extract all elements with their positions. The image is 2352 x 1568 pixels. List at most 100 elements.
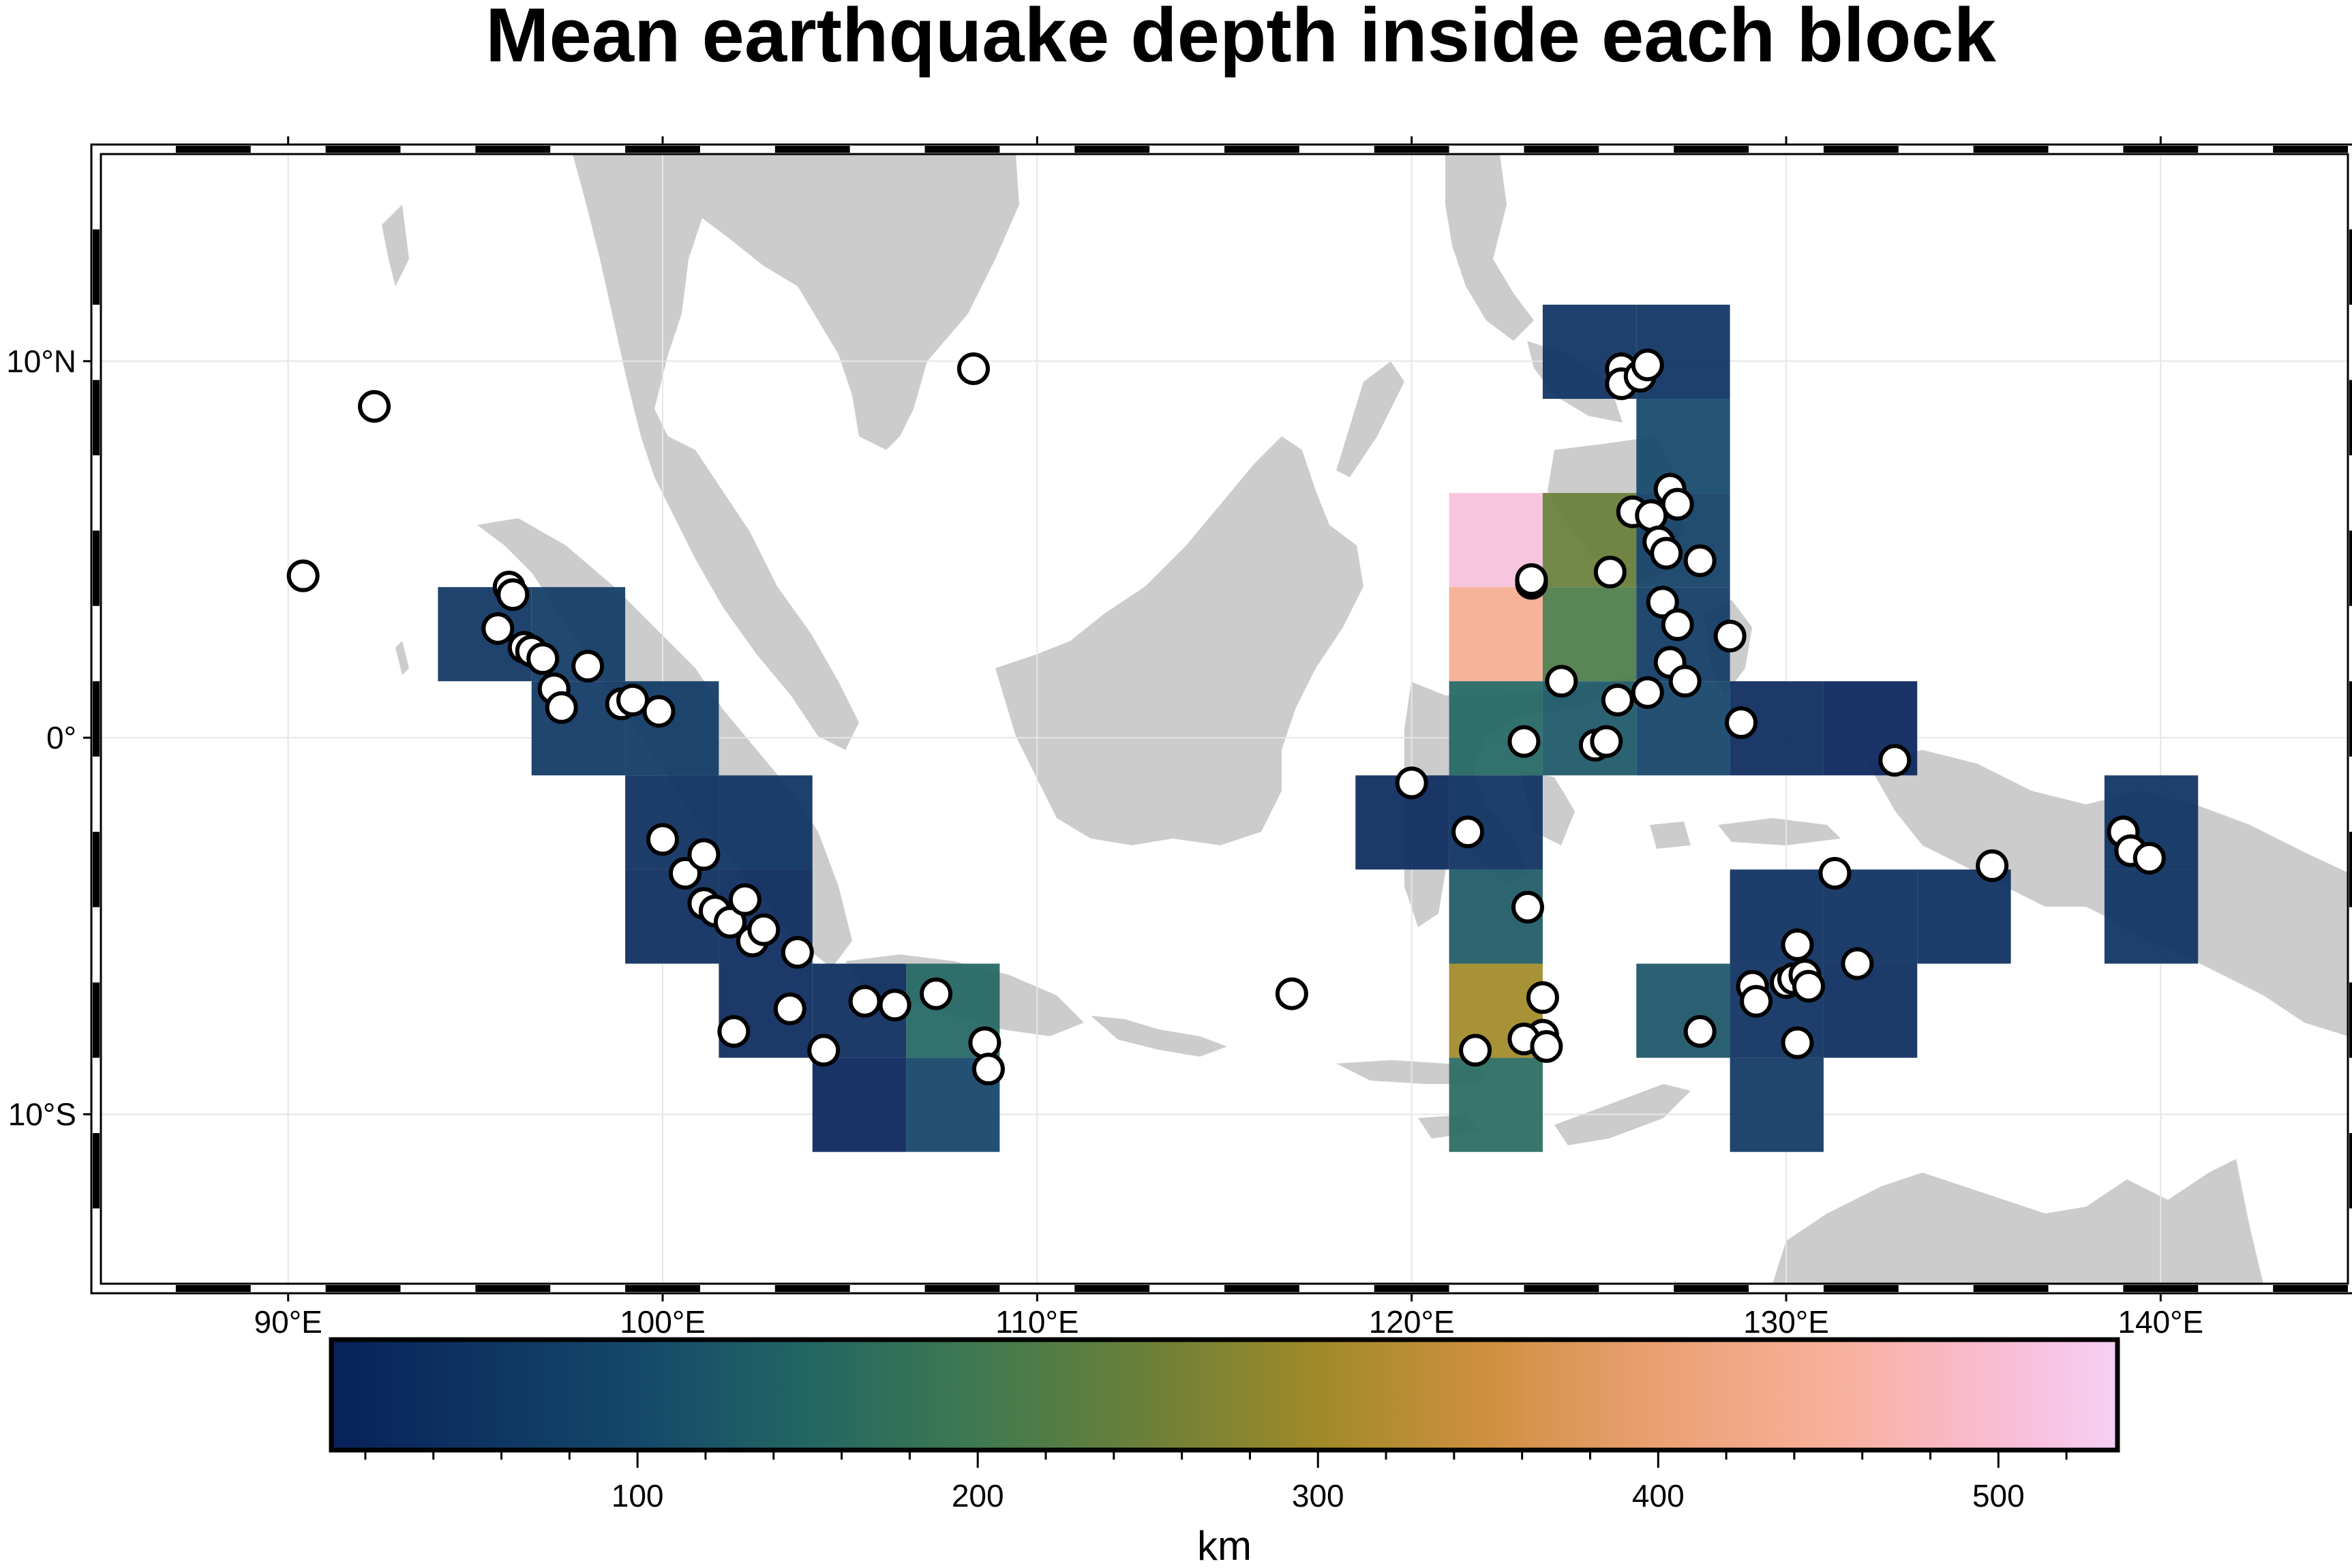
frame-segment [475,146,551,153]
earthquake-marker [1593,556,1627,589]
earthquake-marker [1526,981,1559,1014]
x-tick-label: 120°E [1369,1304,1455,1340]
earthquake-marker [2132,841,2166,875]
land-indochina [573,154,1019,750]
depth-block [812,1057,907,1152]
colorbar-tick-label: 500 [1972,1478,2025,1513]
frame-inner-border [100,153,2349,1285]
earthquake-marker [878,989,911,1022]
frame-outer-border [90,143,2352,1295]
y-tick-label: 0° [46,720,76,755]
land-australia [1773,1159,2263,1284]
earthquake-marker [286,559,320,592]
frame-segment [1224,146,1299,153]
earthquake-marker [1451,815,1485,849]
map-frame [83,136,2352,1301]
colorbar-unit-label: km [1197,1523,1252,1568]
depth-block [1449,587,1543,682]
earthquake-marker [1725,706,1758,740]
frame-segment [175,1285,251,1292]
earthquake-marker [571,650,605,683]
earthquake-marker [807,1034,841,1067]
frame-segment [774,146,850,153]
earthquake-marker [1878,744,1912,777]
colorbar-ticks: 100 200 300 400 500 [364,1450,2068,1513]
depth-block [719,775,813,870]
earthquake-marker [1683,1014,1717,1048]
earthquake-marker [1976,849,2009,882]
x-axis-labels: 90°E 100°E 110°E 120°E 130°E 140°E [254,1304,2204,1340]
earthquake-marker [1713,619,1747,652]
earthquake-marker [1631,348,1664,382]
frame-segment [2349,530,2352,606]
frame-segment [2349,1133,2352,1209]
frame-segment [93,681,100,757]
earthquake-marker [616,683,650,717]
land-borneo [995,436,1363,845]
frame-segment [625,146,700,153]
frame-segment [475,1285,551,1292]
frame-segment [1823,146,1899,153]
frame-segment [1074,1285,1150,1292]
frame-segment [2123,146,2199,153]
earthquake-marker [642,695,676,728]
frame-segment [924,1285,1000,1292]
earthquake-marker [1635,499,1668,532]
frame-segment [93,832,100,907]
land-bali-lombok [1091,1016,1227,1057]
frame-segment [1524,1285,1599,1292]
colorbar-tick-label: 100 [612,1478,664,1513]
depth-block [1823,963,1918,1058]
depth-block [1636,399,1730,494]
x-tick-label: 140°E [2117,1304,2203,1340]
earthquake-marker [747,913,781,946]
frame-segment [1674,1285,1749,1292]
frame-segment [1674,146,1749,153]
earthquake-marker [920,977,953,1010]
depth-block [2104,869,2199,964]
land-nicobar [395,641,409,675]
colorbar-tick-label: 200 [952,1478,1004,1513]
frame-segment [924,146,1000,153]
y-tick-label: 10°N [6,344,76,379]
frame-segment [625,1285,700,1292]
earthquake-marker [1661,487,1694,521]
earthquake-marker [773,992,806,1025]
frame-segment [774,1285,850,1292]
frame-segment [1074,146,1150,153]
colorbar: 100 200 300 400 500 km [329,1337,2120,1568]
earthquake-marker [968,1026,1001,1059]
earthquake-marker [545,691,578,724]
frame-segment [325,1285,401,1292]
land-andaman-coast [382,205,409,286]
x-tick-label: 110°E [995,1304,1079,1340]
frame-segment [2123,1285,2199,1292]
frame-segment [175,146,251,153]
y-axis-labels: 10°N 0° 10°S [6,344,76,1132]
frame-segment [325,146,401,153]
depth-block [1730,1057,1824,1152]
frame-segment [93,982,100,1058]
frame-segment [2273,1285,2348,1292]
earthquake-marker [1395,766,1428,800]
land-palawan [1336,361,1404,477]
earthquake-marker [1459,1034,1492,1067]
frame-segment [2349,229,2352,305]
depth-block [1917,869,2011,964]
earthquake-marker [1590,725,1623,758]
earthquake-marker [668,856,702,890]
land-buru [1650,821,1691,849]
x-tick-label: 90°E [254,1304,322,1340]
x-tick-label: 130°E [1743,1304,1829,1340]
frame-segment [1973,1285,2049,1292]
earthquake-marker [1661,608,1694,642]
colorbar-gradient [329,1337,2120,1453]
earthquake-marker [848,984,881,1018]
earthquake-marker [1646,586,1679,619]
earthquake-marker [717,1014,751,1048]
earthquake-marker [956,352,990,385]
frame-segment [2349,982,2352,1058]
colorbar-tick-label: 300 [1292,1478,1344,1513]
earthquake-marker [1515,563,1548,597]
earthquake-marker [1792,969,1825,1003]
